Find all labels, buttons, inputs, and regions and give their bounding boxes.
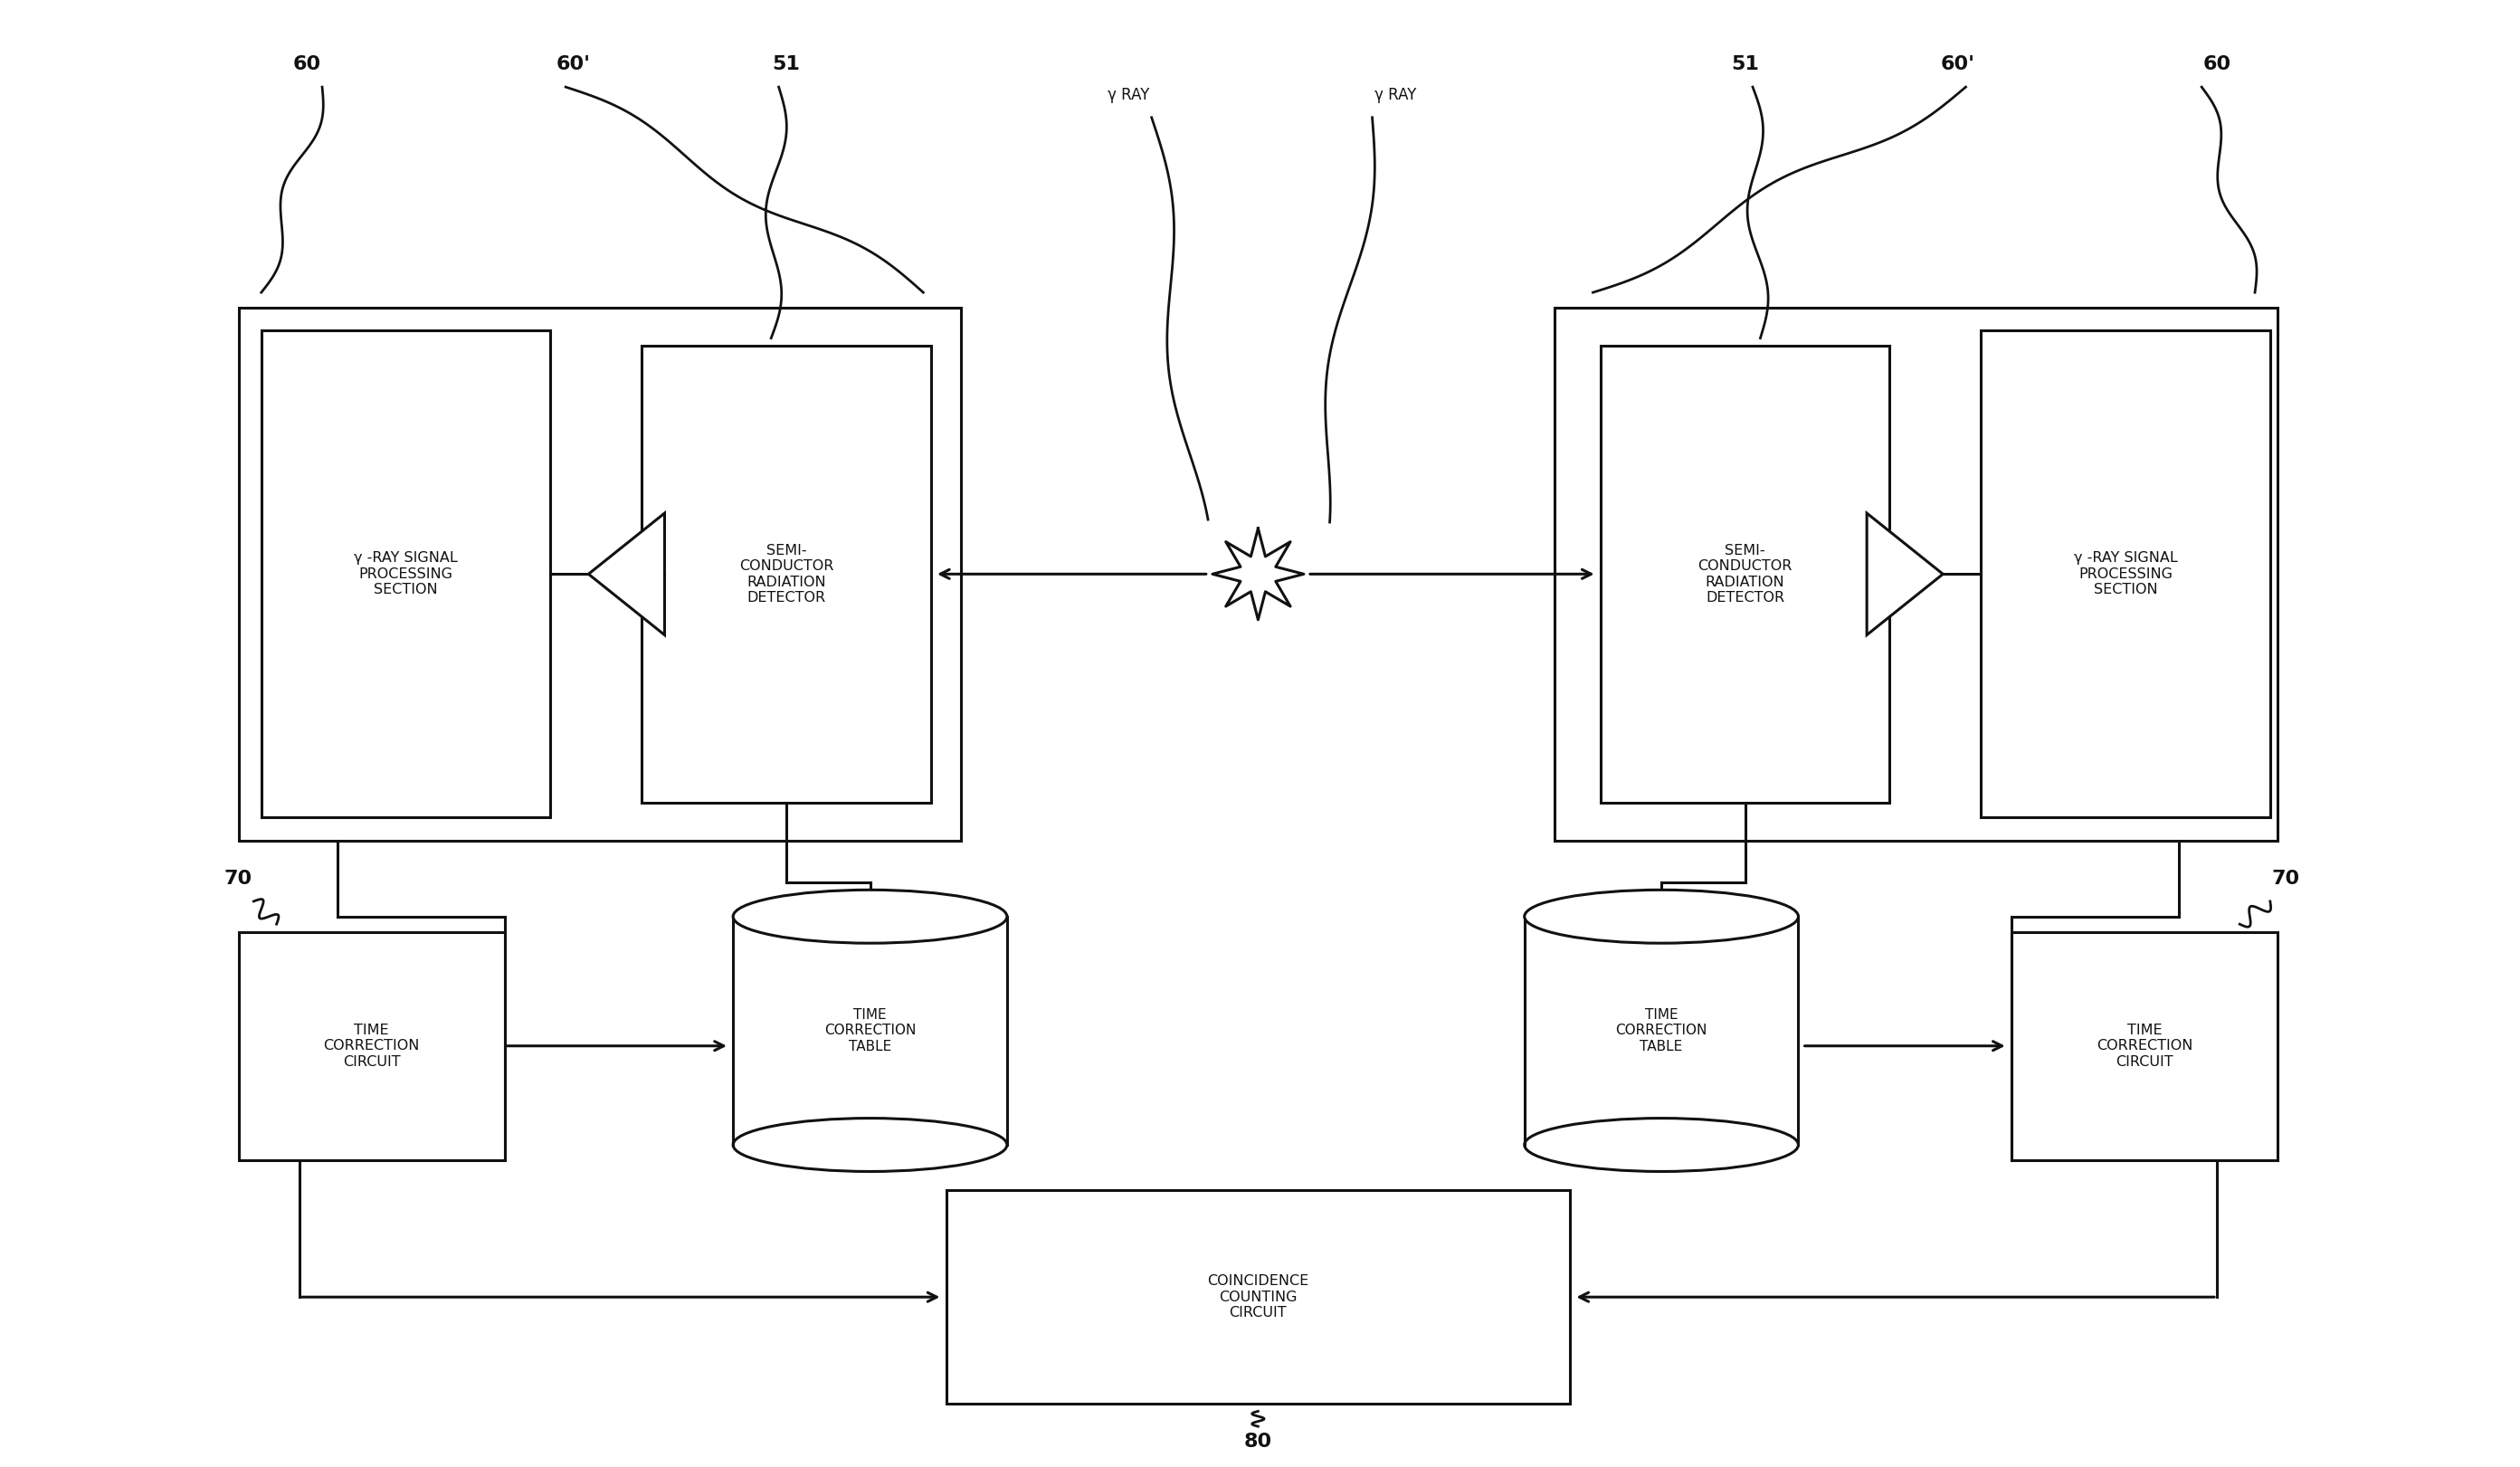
Text: TIME
CORRECTION
CIRCUIT: TIME CORRECTION CIRCUIT (323, 1024, 421, 1068)
Text: γ RAY: γ RAY (1373, 87, 1416, 103)
Text: 60': 60' (1940, 56, 1976, 73)
Text: 70: 70 (224, 870, 252, 888)
Text: TIME
CORRECTION
CIRCUIT: TIME CORRECTION CIRCUIT (2097, 1024, 2192, 1068)
Text: γ -RAY SIGNAL
PROCESSING
SECTION: γ -RAY SIGNAL PROCESSING SECTION (2074, 552, 2177, 597)
Polygon shape (1867, 513, 1943, 635)
Bar (239, 932, 504, 1160)
Bar (239, 308, 960, 841)
Text: 80: 80 (1245, 1433, 1273, 1451)
Bar (733, 917, 1008, 1144)
Text: 51: 51 (1731, 56, 1759, 73)
Polygon shape (590, 513, 665, 635)
Text: 60: 60 (2202, 56, 2230, 73)
Text: SEMI-
CONDUCTOR
RADIATION
DETECTOR: SEMI- CONDUCTOR RADIATION DETECTOR (1698, 544, 1792, 604)
Text: 70: 70 (2271, 870, 2298, 888)
Text: SEMI-
CONDUCTOR
RADIATION
DETECTOR: SEMI- CONDUCTOR RADIATION DETECTOR (738, 544, 834, 604)
Text: 60: 60 (292, 56, 320, 73)
Ellipse shape (733, 1118, 1008, 1172)
Text: 51: 51 (771, 56, 801, 73)
Text: γ RAY: γ RAY (1109, 87, 1149, 103)
Text: 60': 60' (557, 56, 590, 73)
Bar (262, 330, 549, 817)
Text: γ -RAY SIGNAL
PROCESSING
SECTION: γ -RAY SIGNAL PROCESSING SECTION (353, 552, 459, 597)
Bar (1525, 917, 1799, 1144)
Bar (2011, 932, 2278, 1160)
Bar (1981, 330, 2271, 817)
Bar (643, 346, 930, 802)
Bar (1555, 308, 2278, 841)
Text: TIME
CORRECTION
TABLE: TIME CORRECTION TABLE (1615, 1008, 1706, 1053)
Ellipse shape (1525, 890, 1799, 943)
Text: TIME
CORRECTION
TABLE: TIME CORRECTION TABLE (824, 1008, 915, 1053)
Ellipse shape (733, 890, 1008, 943)
Text: COINCIDENCE
COUNTING
CIRCUIT: COINCIDENCE COUNTING CIRCUIT (1207, 1275, 1308, 1320)
Ellipse shape (1525, 1118, 1799, 1172)
Bar (945, 1191, 1570, 1404)
Bar (1600, 346, 1890, 802)
